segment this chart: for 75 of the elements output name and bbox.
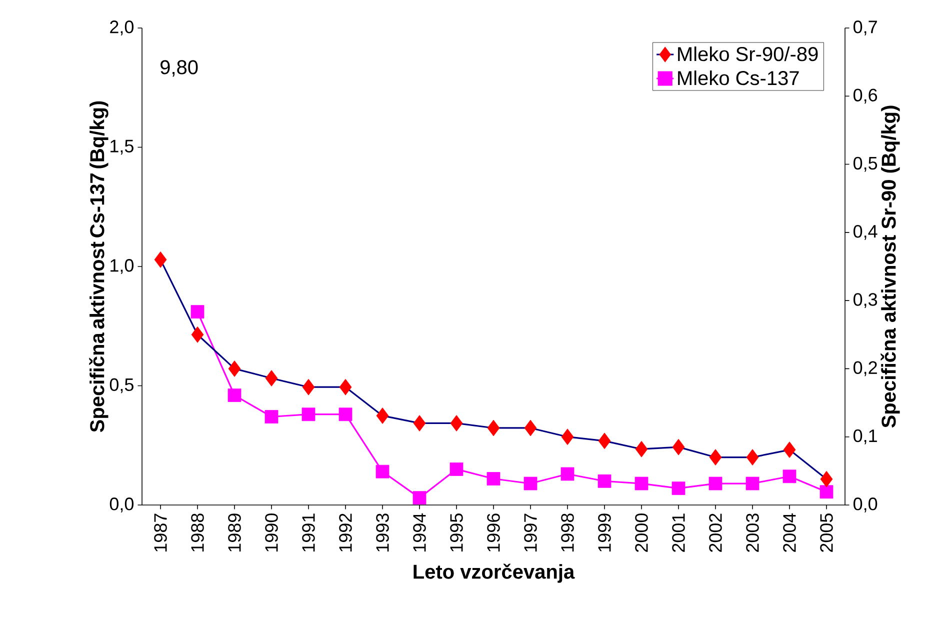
legend-label: Mleko Sr-90/-89 <box>678 46 818 62</box>
y2-tick-label: 0,7 <box>854 20 877 36</box>
point <box>634 476 648 490</box>
point <box>191 326 204 343</box>
x-tick-label: 1997 <box>524 514 537 552</box>
point <box>412 491 426 505</box>
x-tick-label: 1991 <box>302 514 315 552</box>
point <box>486 472 500 486</box>
point <box>302 408 316 422</box>
point <box>782 470 796 484</box>
x-tick-label: 1999 <box>598 514 611 552</box>
x-tick-label: 1988 <box>191 514 204 552</box>
y-tick-label: 1,5 <box>110 140 134 155</box>
y2-tick-label: 0,4 <box>854 224 878 240</box>
y2-tick-label: 0,2 <box>854 361 877 376</box>
y2-tick-label: 0,6 <box>854 88 878 104</box>
point <box>746 449 759 466</box>
x-tick-label: 1996 <box>487 514 500 552</box>
x-tick-label: 2004 <box>783 513 796 552</box>
point <box>450 462 464 476</box>
point <box>709 449 722 466</box>
point <box>820 485 834 499</box>
point <box>672 482 686 495</box>
x-tick-label: 1994 <box>413 513 426 552</box>
x-tick-label: 2005 <box>820 514 833 552</box>
point <box>376 408 389 424</box>
point <box>154 251 167 268</box>
y-tick-label: 0,5 <box>110 378 134 394</box>
annotation: 9,80 <box>160 60 198 77</box>
y2-axis-title: Specifična aktivnost Sr-90 (Bq/kg) <box>880 106 900 428</box>
x-tick-label: 2000 <box>635 513 648 552</box>
point <box>376 464 390 478</box>
y2-tick-label: 0,0 <box>854 498 878 512</box>
x-tick-label: 1995 <box>450 514 463 552</box>
y2-tick-label: 0,5 <box>854 156 878 172</box>
point <box>302 378 315 396</box>
x-axis-title: Leto vzorčevanja <box>414 564 575 583</box>
point <box>820 470 833 488</box>
point <box>264 410 278 424</box>
point <box>560 467 574 481</box>
point <box>561 428 574 446</box>
y2-tick-label: 0,3 <box>854 293 878 308</box>
point <box>635 440 648 458</box>
x-tick-label: 1998 <box>561 514 574 552</box>
point <box>450 415 463 432</box>
y-tick-label: 0,0 <box>110 498 134 512</box>
x-tick-label: 2001 <box>672 514 685 552</box>
x-tick-label: 2002 <box>709 514 722 552</box>
point <box>413 415 426 432</box>
point <box>708 476 722 490</box>
point <box>783 442 796 458</box>
point <box>228 360 241 377</box>
point <box>339 378 352 396</box>
point <box>228 388 242 402</box>
point <box>487 420 500 436</box>
y-tick-label: 1,0 <box>110 259 134 274</box>
x-tick-label: 1990 <box>265 513 278 552</box>
y-tick-label: 2,0 <box>110 20 134 36</box>
point <box>746 476 760 490</box>
point <box>190 305 204 319</box>
y-axis-title: Specifična aktivnost Cs-137 (Bq/kg) <box>89 101 108 432</box>
x-tick-label: 1992 <box>339 514 352 552</box>
point <box>598 432 611 450</box>
point <box>672 438 685 456</box>
point <box>524 476 538 490</box>
x-tick-label: 1987 <box>154 514 167 552</box>
point <box>265 370 278 386</box>
y2-tick-label: 0,1 <box>854 429 877 444</box>
x-tick-label: 2003 <box>746 514 759 552</box>
x-tick-label: 1993 <box>376 514 389 552</box>
legend-label: Mleko Cs-137 <box>678 70 799 86</box>
point <box>338 408 352 422</box>
point <box>524 420 537 436</box>
x-tick-label: 1989 <box>228 514 241 552</box>
point <box>598 474 612 488</box>
